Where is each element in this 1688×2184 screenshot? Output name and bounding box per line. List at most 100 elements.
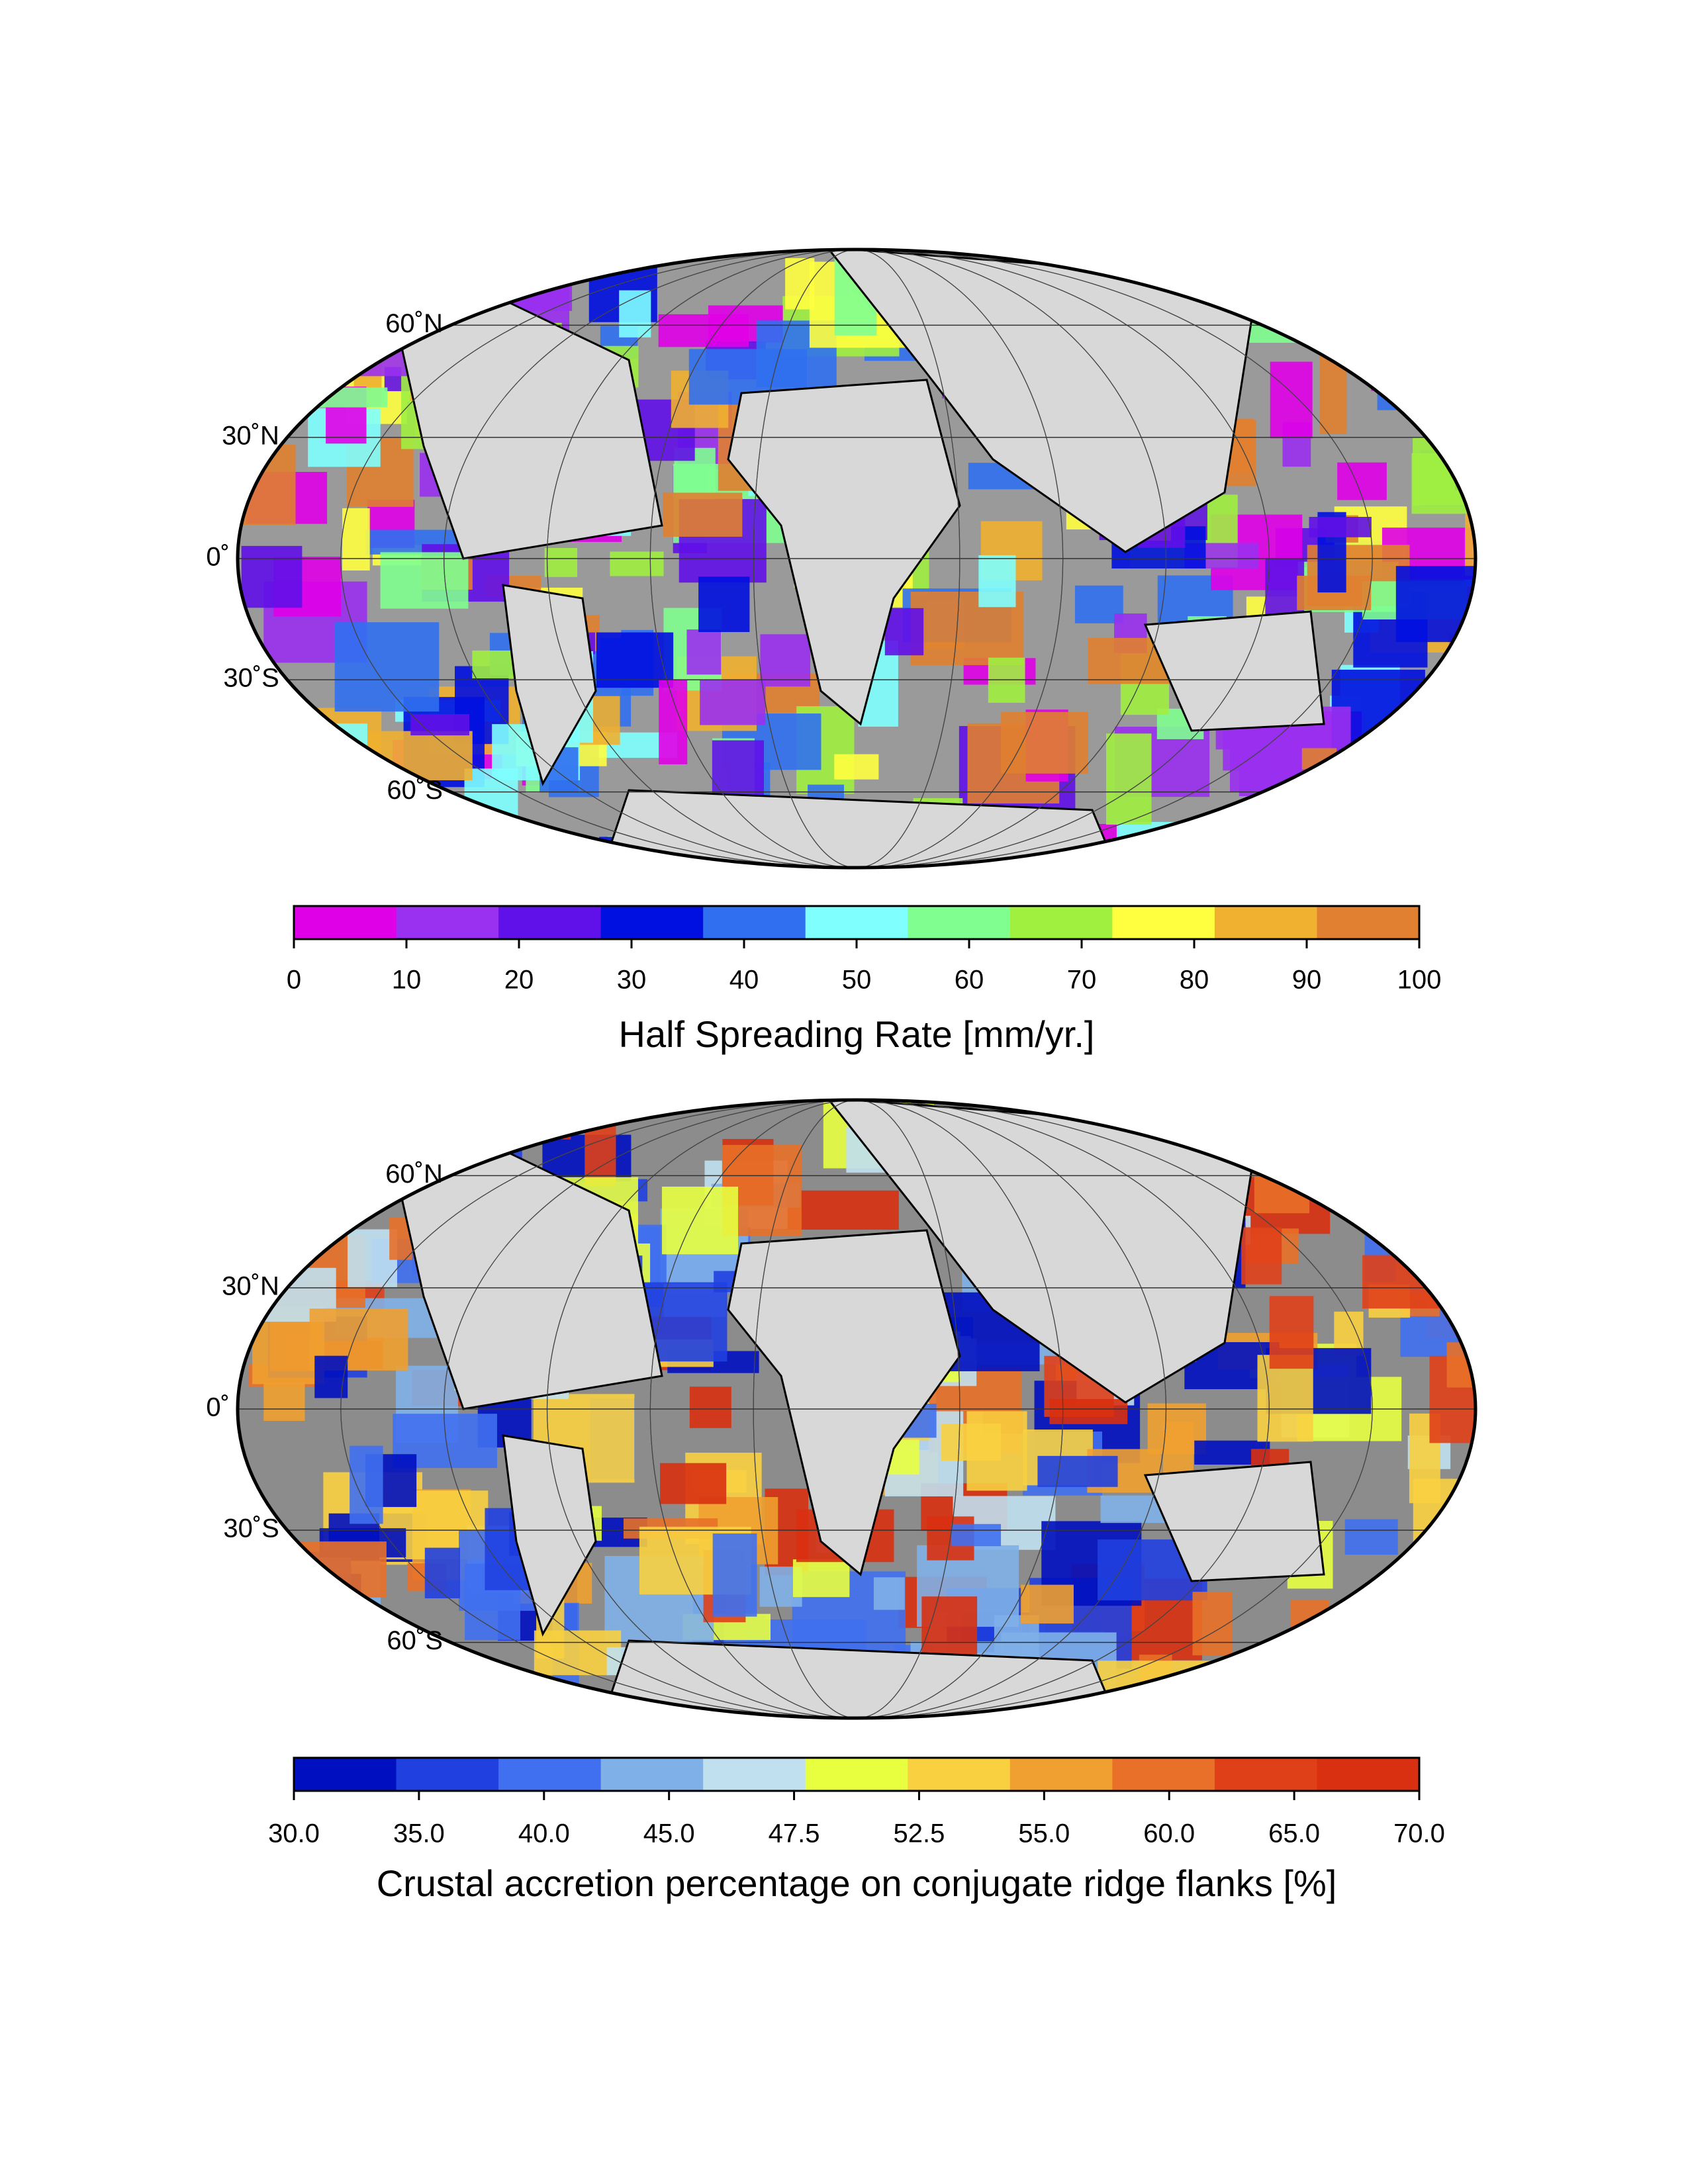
ocean-patch xyxy=(324,1708,409,1718)
ocean-patch xyxy=(1386,1137,1463,1163)
ocean-patch xyxy=(1282,1108,1362,1144)
ocean-patch xyxy=(1001,711,1088,774)
colorbar-tick-label: 40 xyxy=(729,966,759,995)
ocean-patch xyxy=(686,629,722,675)
ocean-patch xyxy=(342,508,370,571)
ocean-patch xyxy=(1270,361,1313,439)
colorbar-segment xyxy=(1112,1758,1215,1791)
colorbar-segment xyxy=(1214,906,1318,939)
colorbar-segment xyxy=(396,906,500,939)
ocean-patch xyxy=(1391,270,1476,361)
colorbar-segment xyxy=(805,1758,909,1791)
ocean-patch xyxy=(792,1559,850,1598)
latitude-label: 0˚ xyxy=(206,543,230,572)
colorbar-tick-label: 65.0 xyxy=(1268,1819,1320,1848)
colorbar-title: Half Spreading Rate [mm/yr.] xyxy=(619,1013,1095,1055)
ocean-patch xyxy=(441,250,526,277)
colorbar-tick-label: 20 xyxy=(504,966,534,995)
ocean-patch xyxy=(1257,1355,1313,1442)
colorbar-segment xyxy=(908,906,1011,939)
colorbar-tick-label: 52.5 xyxy=(894,1819,945,1848)
ocean-patch xyxy=(1359,744,1393,799)
ocean-patch xyxy=(661,1186,739,1255)
ocean-patch xyxy=(951,1524,1002,1547)
colorbar-tick-label: 50 xyxy=(842,966,872,995)
ocean-patch xyxy=(873,1577,905,1610)
colorbar-segment xyxy=(703,906,806,939)
latitude-label: 60˚S xyxy=(387,1626,443,1655)
ocean-patch xyxy=(1301,748,1337,770)
latitude-label: 30˚S xyxy=(223,1514,279,1543)
ocean-patch xyxy=(276,268,390,306)
ocean-patch xyxy=(1371,322,1464,391)
ocean-patch xyxy=(1429,314,1476,400)
colorbar-segment xyxy=(703,1758,806,1791)
ocean-patch xyxy=(263,1383,305,1421)
ocean-patch xyxy=(1199,817,1233,868)
latitude-label: 60˚N xyxy=(385,1160,443,1189)
ocean-patch xyxy=(1464,1583,1476,1616)
ocean-patch xyxy=(1317,758,1380,836)
ocean-patch xyxy=(1423,1575,1476,1615)
ocean-patch xyxy=(1465,513,1476,576)
latitude-label: 0˚ xyxy=(206,1393,230,1422)
ocean-patch xyxy=(544,548,577,577)
colorbar-segment xyxy=(600,906,704,939)
ocean-patch xyxy=(1359,1177,1475,1202)
ocean-patch xyxy=(1309,517,1372,537)
colorbar-segment xyxy=(908,1758,1011,1791)
ocean-patch xyxy=(1436,822,1476,868)
ocean-patch xyxy=(249,1604,323,1673)
ocean-patch xyxy=(698,576,750,633)
ocean-patch xyxy=(410,714,470,736)
ocean-patch xyxy=(1269,1296,1314,1369)
colorbar-segment xyxy=(1214,1758,1318,1791)
ocean-patch xyxy=(660,1463,727,1504)
colorbar-tick-label: 45.0 xyxy=(643,1819,695,1848)
map-frame xyxy=(236,248,1477,870)
ocean-patch xyxy=(1448,634,1476,672)
ocean-patch xyxy=(1368,1654,1460,1683)
ocean-patch xyxy=(1474,1665,1476,1718)
ocean-patch xyxy=(1440,1682,1476,1718)
ocean-patch xyxy=(241,545,303,608)
colorbar-tick-label: 80 xyxy=(1180,966,1209,995)
ocean-patch xyxy=(1395,566,1476,643)
ocean-patch xyxy=(658,314,749,347)
ocean-patch xyxy=(424,1547,460,1599)
ocean-patch xyxy=(1272,1124,1351,1150)
ocean-patch xyxy=(1290,799,1392,868)
ocean-patch xyxy=(1460,710,1476,782)
ocean-patch xyxy=(1464,531,1476,594)
ocean-patch xyxy=(1402,342,1457,378)
ocean-patch xyxy=(1474,1427,1476,1480)
latitude-label: 60˚S xyxy=(387,776,443,805)
colorbar-segment xyxy=(1009,1758,1113,1791)
ocean-patch xyxy=(350,1445,383,1524)
ocean-patch xyxy=(1432,254,1476,314)
colorbar-tick-label: 70 xyxy=(1067,966,1097,995)
colorbar-title: Crustal accretion percentage on conjugat… xyxy=(377,1862,1337,1904)
continent xyxy=(1143,1461,1325,1582)
ocean-patch xyxy=(1037,1455,1118,1487)
colorbar-segment xyxy=(1112,906,1215,939)
ocean-patch xyxy=(391,259,492,281)
colorbar-tick-label: 30 xyxy=(617,966,647,995)
colorbar-segment xyxy=(1009,906,1113,939)
latitude-label: 60˚N xyxy=(385,309,443,338)
ocean-patch xyxy=(348,1229,397,1287)
colorbar-segment xyxy=(1317,906,1420,939)
ocean-patch xyxy=(380,552,469,609)
ocean-patch xyxy=(978,555,1016,608)
ocean-patch xyxy=(1408,745,1474,772)
ocean-patch xyxy=(1449,1181,1476,1219)
ocean-patch xyxy=(785,258,815,310)
ocean-patch xyxy=(1105,733,1152,825)
ocean-patch xyxy=(1192,1592,1233,1656)
latitude-label: 30˚N xyxy=(222,1271,279,1300)
colorbar-segment xyxy=(294,1758,397,1791)
ocean-patch xyxy=(834,754,879,780)
ocean-patch xyxy=(784,1190,899,1230)
